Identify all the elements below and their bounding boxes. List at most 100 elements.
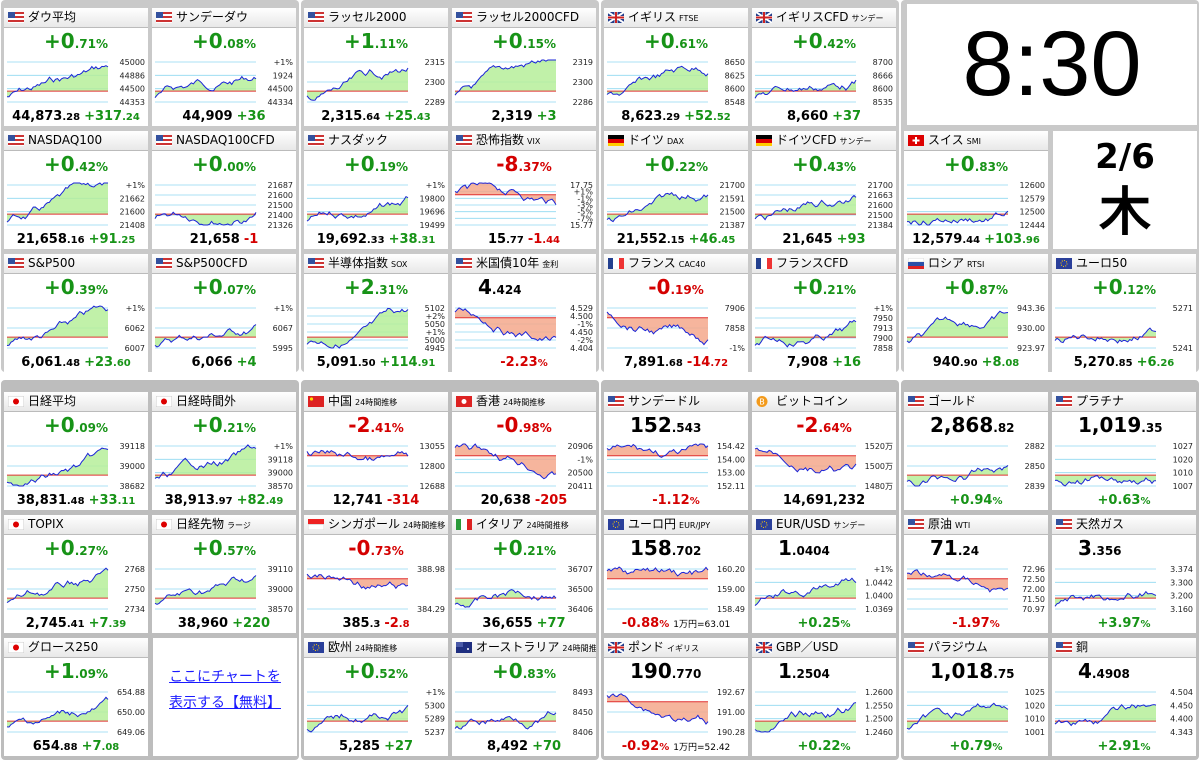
change-area xyxy=(307,450,408,461)
headline-number: +0.39 xyxy=(44,275,96,299)
headline-value: +0.21% xyxy=(152,412,296,441)
axis-label: 3.300 xyxy=(1170,578,1193,587)
card-header: ダウ平均 xyxy=(4,8,148,28)
market-card: S&P500 +1% 6062 6007 +0.39% 6,061.48 +23.60 xyxy=(4,254,148,372)
headline-value: 1,019.35 xyxy=(1078,412,1196,441)
card-header: シンガポール 24時間推移 xyxy=(304,515,448,535)
headline-value: 2,868.82 xyxy=(930,412,1048,441)
sub-label: RTSI xyxy=(967,260,985,269)
card-header: 香港 24時間推移 xyxy=(452,392,596,412)
headline-number: 71.24 xyxy=(930,536,979,560)
market-name: ナスダック xyxy=(328,131,388,150)
decimal-part: .35 xyxy=(1141,421,1163,435)
change: +36 xyxy=(236,109,266,124)
integer-part: +0 xyxy=(792,275,823,299)
headline-value: -2.64% xyxy=(752,412,896,441)
change-percent: -1.97% xyxy=(952,616,1000,631)
axis-label: 5050 xyxy=(425,320,445,329)
headline-number: +2.31 xyxy=(344,275,396,299)
price: 8,660 xyxy=(786,109,829,124)
change-area xyxy=(607,66,708,96)
axis-label: +1% xyxy=(126,181,146,190)
axis-label: 21662 xyxy=(120,194,145,203)
decimal-part: .45 xyxy=(717,235,736,246)
integer-part: +6 xyxy=(1136,355,1157,370)
headline-value: +0.15% xyxy=(452,28,596,57)
mini-chart: 17.75+1%-1%-3%-5%-7%15.77 xyxy=(454,181,593,230)
change-percent: +2.91% xyxy=(1098,739,1151,754)
headline-number: +0.27 xyxy=(44,536,96,560)
integer-part: +0 xyxy=(44,29,75,53)
headline-number: 152.543 xyxy=(630,413,701,437)
bottom-line: -1.97% xyxy=(904,615,1048,633)
headline-value: 3.356 xyxy=(1078,535,1196,564)
market-card: シンガポール 24時間推移 388.98 384.29 -0.73% 385.3 -2.8 xyxy=(304,515,448,633)
sub-label: DAX xyxy=(667,137,684,146)
decimal-part: .0404 xyxy=(791,544,830,558)
name-text: ダウ平均 xyxy=(28,10,77,24)
unit: % xyxy=(95,283,108,297)
change-percent: +0.79% xyxy=(950,739,1003,754)
change: +7.39 xyxy=(89,616,127,631)
ad-link[interactable]: ここにチャートを 表示する【無料】 xyxy=(169,669,281,711)
bottom-line: 7,908 +16 xyxy=(752,354,896,372)
change: +6.26 xyxy=(1137,355,1175,370)
decimal-part: .42 xyxy=(822,37,844,51)
axis-label: 39118 xyxy=(268,455,293,464)
decimal-part: .31 xyxy=(417,235,436,246)
axis-label: 1520万 xyxy=(865,442,893,451)
axis-label: 2882 xyxy=(1025,442,1045,451)
bottom-line: +0.94% xyxy=(904,492,1048,510)
unit: % xyxy=(691,283,704,297)
integer-part: +91 xyxy=(88,232,118,247)
name-text: 日経先物 xyxy=(176,517,225,531)
change: +37 xyxy=(832,109,862,124)
market-name: 日経時間外 xyxy=(176,392,236,411)
decimal-part: .8 xyxy=(398,619,410,630)
name-text: GBP／USD xyxy=(776,640,839,654)
change: -2.8 xyxy=(384,616,409,631)
unit: % xyxy=(539,421,552,435)
decimal-part: .11 xyxy=(374,37,396,51)
axis-label: 19696 xyxy=(420,208,445,217)
bottom-line: 44,873.28 +317.24 xyxy=(4,108,148,126)
market-card: 半導体指数 SOX 5102 +2% 5050 +1% 5000 4945 +2.31% 5,09… xyxy=(304,254,448,372)
market-name: サンデードル xyxy=(628,392,700,411)
price: 7,891.68 xyxy=(624,355,683,370)
card-header: グロース250 xyxy=(4,638,148,658)
flag xyxy=(456,642,472,653)
axis-label: 8650 xyxy=(725,58,745,67)
market-name: 欧州 24時間推移 xyxy=(328,638,397,658)
card-header: 日経時間外 xyxy=(152,392,296,412)
decimal-part: .28 xyxy=(62,112,81,123)
mini-chart: 1025 1020 1010 1001 xyxy=(906,688,1045,737)
market-card: ポンド イギリス 192.67 191.00 190.28 190.770 -0.92% 1万… xyxy=(604,638,748,756)
axis-label: 8625 xyxy=(725,71,745,80)
svg-text:B: B xyxy=(759,398,765,407)
price-line xyxy=(606,443,709,458)
card-header: イタリア 24時間推移 xyxy=(452,515,596,535)
change-area xyxy=(307,196,408,222)
headline-value: 158.702 xyxy=(630,535,748,564)
price-line xyxy=(154,444,257,479)
unit: % xyxy=(989,619,1000,630)
market-name: シンガポール 24時間推移 xyxy=(328,515,445,535)
unit: % xyxy=(1140,619,1151,630)
name-text: ゴールド xyxy=(928,394,977,408)
market-card: サンデードル 154.42 154.00 153.00 152.11 152.543 -1.… xyxy=(604,392,748,510)
name-text: ドイツ xyxy=(628,133,665,147)
axis-label: 152.11 xyxy=(717,482,745,491)
flag xyxy=(756,642,772,653)
change-percent: +0.94% xyxy=(950,493,1003,508)
axis-label: 12600 xyxy=(1020,181,1045,190)
headline-number: 190.770 xyxy=(630,659,701,683)
change-area xyxy=(907,465,1008,486)
axis-label: 5271 xyxy=(1173,304,1193,313)
sub-label: イギリス xyxy=(667,644,700,653)
decimal-part: .2504 xyxy=(791,667,830,681)
unit: % xyxy=(695,37,708,51)
axis-label: 3.374 xyxy=(1170,565,1193,574)
bottom-line: 6,061.48 +23.60 xyxy=(4,354,148,372)
headline-value: +0.87% xyxy=(904,274,1048,303)
